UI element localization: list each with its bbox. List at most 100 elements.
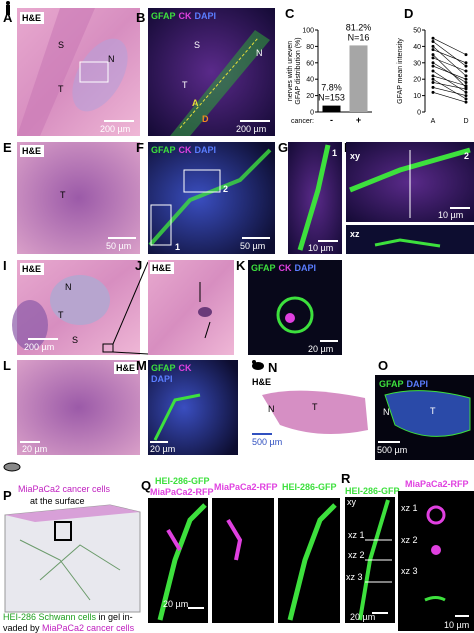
region-label: T (312, 402, 318, 412)
y-tick-label: 40 (306, 77, 314, 84)
scale-bar (240, 120, 270, 122)
xz-image (346, 225, 474, 254)
channel-label: HEI-286-GFP (155, 476, 210, 486)
y-axis-label: nerves with uneven (287, 41, 294, 101)
panel-label: P (3, 488, 12, 503)
scale-bar (318, 240, 338, 242)
panel-label: O (378, 358, 388, 373)
fluorescence-image (148, 142, 275, 254)
decoration (252, 360, 256, 364)
data-point (464, 61, 468, 65)
channel-label: MiaPaCa2-RFP (214, 482, 278, 492)
inset-box (183, 169, 221, 193)
schwann-cells (19, 539, 121, 601)
decoration: vaded by MiaPaCa2 cancer cells (3, 623, 135, 633)
fluorescence-image (248, 260, 342, 355)
value-label: 81.2% (346, 22, 372, 32)
count-label: N=153 (318, 93, 345, 103)
label-box (114, 362, 138, 374)
inset-box (54, 521, 72, 541)
panel-label: G (278, 140, 288, 155)
x-tick-label: - (330, 115, 333, 125)
region-label: S (194, 40, 200, 50)
data-point (464, 77, 468, 81)
x-axis-label: cancer: (291, 118, 314, 125)
fiber (349, 147, 471, 193)
panel-label: E (3, 140, 12, 155)
mouse-icon (252, 360, 264, 370)
scale-bar (150, 441, 168, 443)
fiber (374, 238, 441, 248)
channel-label: DAPI (195, 11, 217, 21)
scale-bar (104, 120, 134, 122)
data-point (464, 94, 468, 98)
scale-label: 200 µm (100, 124, 130, 134)
data-point (464, 90, 468, 94)
description: MiaPaCa2 cancer cells (42, 623, 135, 633)
x-tick-label: A (431, 118, 436, 125)
view-label: xz 2 (348, 550, 365, 560)
region-label: T (430, 406, 436, 416)
connector (112, 261, 149, 345)
region-label: D (202, 114, 209, 124)
x-tick-label: D (463, 118, 468, 125)
y-tick-label: 20 (306, 93, 314, 100)
channel-label: GFAP (251, 263, 276, 273)
inset-label: 2 (464, 151, 469, 161)
data-point (431, 53, 435, 57)
tissue (12, 300, 48, 350)
scale-label: 500 µm (377, 445, 407, 455)
series-line (432, 49, 467, 64)
series-line (432, 75, 467, 87)
y-tick-label: 10 (413, 93, 421, 100)
scale-label: 50 µm (240, 241, 265, 251)
fluorescence-image (148, 8, 275, 136)
channel-label: DAPI (151, 374, 173, 384)
tissue (384, 390, 471, 437)
scale-bar (242, 237, 270, 239)
channel-label: GFAP (151, 145, 176, 155)
scale-bar (378, 441, 400, 443)
data-point (431, 69, 435, 73)
data-point (431, 64, 435, 68)
tissue (262, 390, 368, 434)
decoration: GFAP CK (151, 363, 192, 373)
y-tick-label: 80 (306, 44, 314, 51)
panel-label: I (3, 258, 7, 273)
series-line (432, 37, 467, 55)
cell (426, 505, 446, 525)
data-point (464, 53, 468, 57)
view-label: xz 1 (348, 530, 365, 540)
scale-label: 20 µm (163, 599, 188, 609)
region-label: T (60, 190, 66, 200)
cell (285, 313, 295, 323)
value-label: 7.8% (321, 83, 342, 93)
y-tick-label: 100 (302, 28, 314, 35)
decoration: HEI-286 Schwann cells in gel in- (3, 612, 133, 622)
data-point (431, 74, 435, 78)
channel-label: GFAP (379, 379, 404, 389)
channel-label: CK (179, 11, 192, 21)
scale-bar (20, 441, 40, 443)
data-point (431, 61, 435, 65)
view-label: xz 2 (401, 535, 418, 545)
series-line (432, 41, 467, 67)
data-point (431, 80, 435, 84)
inset-label: 2 (223, 184, 228, 194)
inset-label: 1 (332, 148, 337, 158)
data-point (431, 90, 435, 94)
channel-label: CK (179, 363, 192, 373)
scale-bar (252, 433, 272, 435)
panel-label: L (3, 358, 11, 373)
scale-label: 50 µm (106, 241, 131, 251)
series-line (432, 70, 467, 93)
label-box (150, 262, 174, 274)
y-tick-label: 60 (306, 60, 314, 67)
fiber (157, 503, 207, 621)
nerve (276, 296, 314, 334)
stain-label: H&E (152, 263, 171, 273)
region-label: N (383, 407, 390, 417)
inset-box (79, 61, 109, 83)
label-box (20, 145, 44, 157)
y-tick-label: 20 (413, 77, 421, 84)
